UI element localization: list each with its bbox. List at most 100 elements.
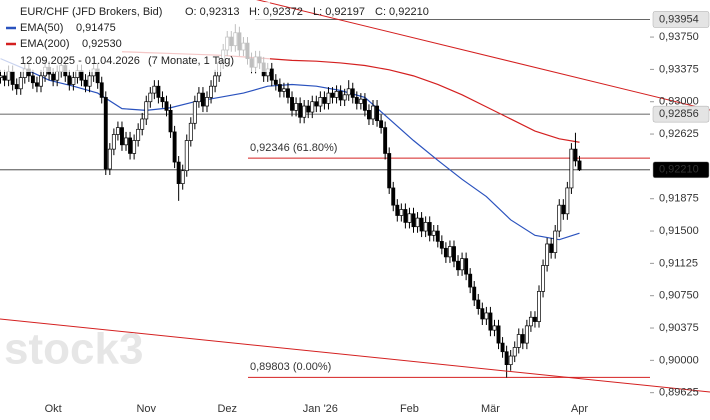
candle-body (71, 77, 76, 85)
candle-body (435, 230, 440, 242)
candle-body (132, 140, 137, 154)
price-box (652, 105, 710, 123)
ohlc-close: C: 0,92210 (375, 6, 429, 18)
candle-body (338, 91, 343, 101)
trend-line (256, 0, 710, 111)
candle-body (452, 246, 456, 262)
candle-body (354, 97, 359, 104)
candle-body (2, 75, 7, 81)
candle-body (399, 209, 404, 216)
x-tick-label: Okt (45, 403, 62, 415)
candle-body (180, 170, 185, 184)
candle-body (387, 153, 392, 189)
candle-body (488, 312, 493, 331)
candle-body (294, 103, 299, 111)
candle-body (124, 137, 128, 146)
candle-body (439, 241, 444, 249)
candle-body (427, 222, 432, 236)
candle-body (411, 213, 416, 228)
candle-body (10, 71, 15, 85)
candle-body (334, 91, 339, 98)
candle-body (192, 101, 197, 124)
candle-body (30, 75, 35, 84)
x-tick-label: Apr (571, 403, 588, 415)
symbol-title: EUR/CHF (JFD Brokers, Bid) (20, 6, 162, 18)
candle-body (516, 334, 521, 348)
candle-body (561, 204, 566, 215)
candle-body (156, 85, 161, 98)
price-box-label: 0,92856 (659, 108, 699, 120)
y-tick-label: 0,89625 (659, 387, 699, 399)
candle-body (107, 148, 112, 170)
candle-body (205, 97, 209, 107)
candle-body (128, 137, 133, 154)
y-tick-label: 0,92625 (659, 128, 699, 140)
candle-body (524, 325, 529, 344)
candle-body (136, 128, 141, 141)
price-box (652, 161, 710, 179)
candle-body (350, 88, 355, 98)
candle-body (79, 70, 84, 81)
candle-body (537, 291, 541, 322)
candle-body (172, 131, 177, 163)
candle-body (528, 316, 533, 327)
candle-body (269, 68, 274, 81)
duration: (7 Monate, 1 Tag) (148, 55, 234, 67)
candle-body (152, 85, 157, 94)
candle-body (573, 148, 578, 162)
candle-body (512, 347, 517, 357)
candle-body (51, 73, 56, 81)
candle-body (557, 204, 562, 232)
candle-body (443, 247, 448, 258)
candle-body (395, 204, 400, 216)
y-tick-label: 0,93000 (659, 96, 699, 108)
trend-line (0, 318, 710, 393)
candle-body (407, 213, 412, 223)
legend: EMA(50) 0,91475 EMA(200) 0,92530 (6, 22, 122, 50)
candle-body (213, 75, 218, 87)
candle-body (160, 97, 165, 103)
candle-body (99, 82, 104, 98)
candle-body (6, 71, 11, 81)
candle-body (0, 75, 3, 78)
ohlc-low: L: 0,92197 (313, 6, 365, 18)
y-tick-label: 0,90000 (659, 354, 699, 366)
candle-body (456, 260, 460, 271)
candle-body (164, 101, 169, 111)
candle-body (419, 217, 424, 232)
candle-body (484, 312, 489, 320)
candle-body (140, 118, 145, 130)
candle-body (111, 134, 116, 150)
candle-body (545, 243, 550, 266)
candle-body (322, 97, 327, 104)
candle-body (415, 217, 420, 228)
candle-body (500, 342, 505, 353)
candle-body (277, 84, 282, 92)
candle-body (168, 109, 173, 133)
candle-body (367, 109, 371, 120)
candle-body (55, 71, 60, 81)
fib-label: 0,92346 (61.80%) (250, 142, 337, 154)
candle-body (460, 258, 465, 271)
price-box-label: 0,92210 (659, 164, 699, 176)
candle-body (273, 79, 278, 85)
candle-body (67, 75, 72, 85)
candle-body (358, 98, 363, 104)
candle-body (447, 246, 452, 258)
candle-body (306, 105, 311, 113)
candle-body (362, 98, 367, 111)
candle-body (391, 187, 396, 206)
candle-body (120, 127, 124, 146)
price-box-label: 0,93954 (659, 13, 699, 25)
ema-line (0, 58, 580, 241)
candle-body (176, 161, 181, 184)
candle-body (290, 97, 294, 111)
legend-value: 0,92530 (82, 38, 122, 50)
candle-body (281, 88, 286, 92)
x-tick-label: Feb (400, 403, 419, 415)
candle-body (468, 273, 473, 288)
y-tick-label: 0,91875 (659, 193, 699, 205)
candle-body (533, 316, 537, 322)
y-tick-label: 0,90375 (659, 322, 699, 334)
candle-body (541, 265, 546, 292)
